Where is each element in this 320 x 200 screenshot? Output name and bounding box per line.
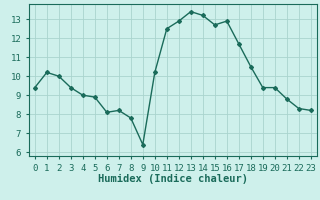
X-axis label: Humidex (Indice chaleur): Humidex (Indice chaleur) [98,174,248,184]
